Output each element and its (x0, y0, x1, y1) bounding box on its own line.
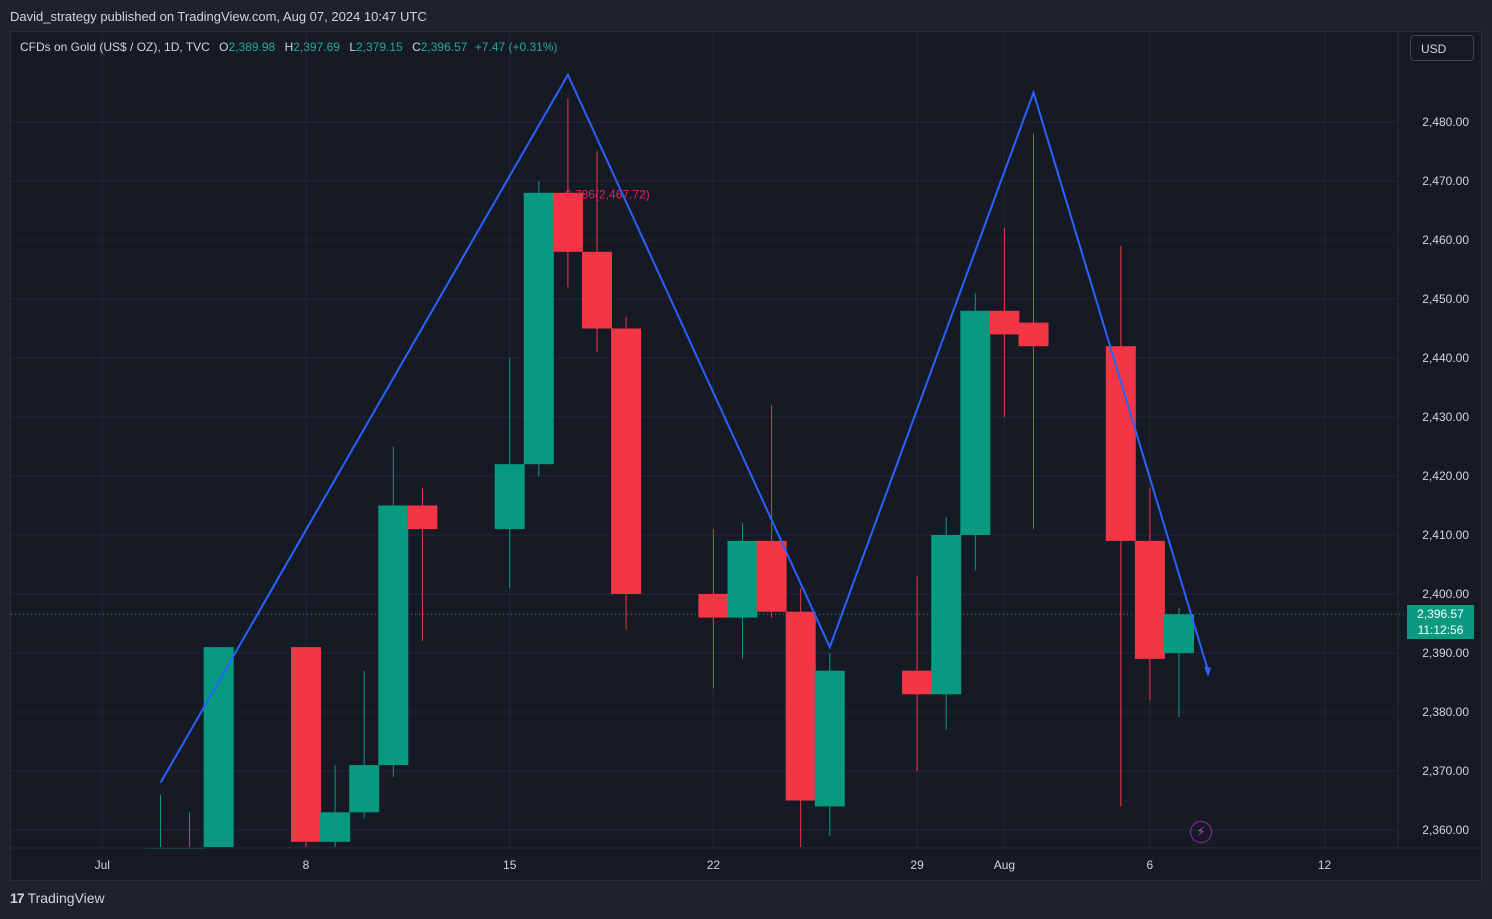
candle-body (931, 535, 962, 695)
candle-body (203, 647, 234, 847)
candles (145, 98, 1194, 849)
open-label: O (219, 40, 229, 54)
price-tick-label: 2,390.00 (1422, 646, 1469, 660)
price-tick-label: 2,370.00 (1422, 764, 1469, 778)
time-tick-label: 29 (910, 858, 924, 872)
price-tick-label: 2,360.00 (1422, 823, 1469, 837)
symbol-name: CFDs on Gold (US$ / OZ), 1D, TVC (20, 40, 210, 54)
candle-body (582, 251, 612, 329)
time-tick-label: 8 (303, 858, 310, 872)
pattern-line (159, 72, 1210, 784)
close-value: 2,396.57 (420, 40, 468, 54)
candle-body (785, 611, 816, 801)
candle-body (960, 310, 991, 535)
last-price-tag: 2,396.57 11:12:56 (1407, 605, 1474, 639)
price-tick-label: 2,380.00 (1422, 705, 1469, 719)
price-tick-label: 2,430.00 (1422, 410, 1469, 424)
candle-body (407, 505, 438, 530)
candle-body (378, 505, 409, 766)
price-tick-label: 2,470.00 (1422, 174, 1469, 188)
candle-body (902, 670, 933, 695)
close-label: C (412, 40, 421, 54)
candle-body (727, 540, 758, 618)
price-axis: 2,360.00 2,370.00 2,380.00 2,390.00 2,400.00… (1397, 32, 1469, 848)
low-label: L (349, 40, 356, 54)
candle-body (989, 310, 1020, 335)
candle-body (1134, 540, 1165, 659)
price-tick-label: 2,420.00 (1422, 469, 1469, 483)
candle-body (698, 594, 729, 618)
brand-name: TradingView (27, 890, 105, 906)
bar-countdown: 11:12:56 (1417, 623, 1464, 637)
time-tick-label: Aug (994, 858, 1015, 872)
candle-body (320, 812, 351, 842)
pattern-arrow (1204, 666, 1212, 677)
high-value: 2,397.69 (293, 40, 340, 54)
change-value: +7.47 (+0.31%) (474, 40, 558, 54)
tradingview-logo-icon: 17 (10, 890, 25, 906)
chart-grid (11, 32, 1407, 848)
candle-body (494, 464, 525, 530)
lightning-icon[interactable]: ⚡ (1190, 821, 1212, 843)
tradingview-footer[interactable]: 17 TradingView (10, 890, 105, 906)
publish-info: David_strategy published on TradingView.… (10, 9, 427, 24)
high-label: H (284, 40, 294, 54)
time-tick-label: 22 (707, 858, 721, 872)
candle-body (523, 192, 554, 465)
price-tick-label: 2,410.00 (1422, 528, 1469, 542)
time-axis: Jul 8 15 22 29 Aug 6 12 (11, 847, 1480, 872)
symbol-legend: CFDs on Gold (US$ / OZ), 1D, TVC O2,389.… (20, 40, 558, 54)
candle-body (552, 192, 583, 252)
price-tick-label: 2,450.00 (1422, 292, 1469, 306)
time-tick-label: Jul (95, 858, 110, 872)
candle-body (349, 765, 380, 813)
price-tick-label: 2,460.00 (1422, 233, 1469, 247)
candle-body (611, 328, 642, 594)
price-tick-label: 2,440.00 (1422, 351, 1469, 365)
chart-frame[interactable] (10, 31, 1482, 881)
time-tick-label: 12 (1318, 858, 1332, 872)
price-tick-label: 2,400.00 (1422, 587, 1469, 601)
fib-level-label: 0.786(2,467.72) (565, 187, 650, 201)
candle-body (1164, 614, 1194, 654)
open-value: 2,389.98 (228, 40, 276, 54)
currency-button[interactable]: USD (1410, 35, 1474, 61)
candle-body (814, 670, 845, 807)
double-top-pattern (159, 72, 1212, 784)
candle-body (1105, 346, 1136, 541)
time-tick-label: 6 (1147, 858, 1154, 872)
candle-body (1018, 322, 1049, 347)
time-tick-label: 15 (503, 858, 517, 872)
low-value: 2,379.15 (356, 40, 403, 54)
last-price-value: 2,396.57 (1417, 607, 1464, 621)
price-tick-label: 2,480.00 (1422, 115, 1469, 129)
candle-body (291, 647, 321, 842)
candle-body (756, 540, 787, 612)
